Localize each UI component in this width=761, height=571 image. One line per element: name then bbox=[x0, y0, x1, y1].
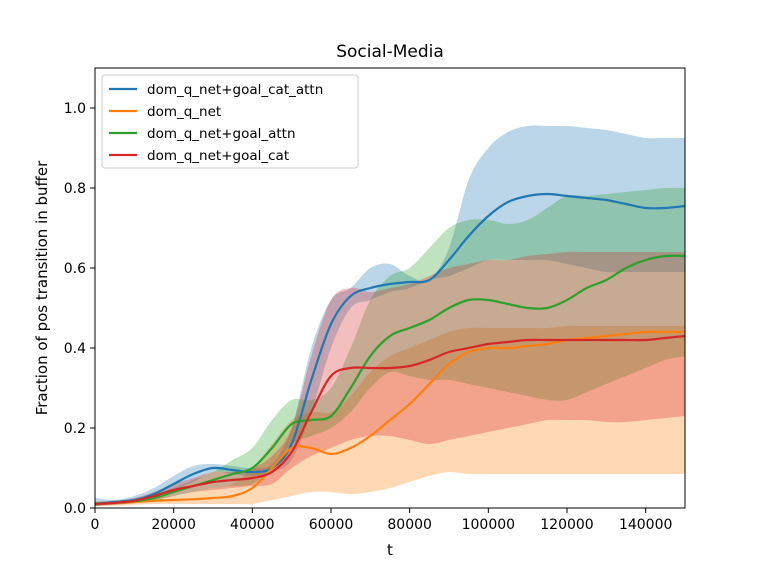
x-tick-label: 0 bbox=[91, 517, 100, 533]
legend-label: dom_q_net bbox=[147, 104, 221, 120]
x-tick-label: 100000 bbox=[462, 517, 515, 533]
band-dom-q-net-goal-cat bbox=[95, 251, 685, 506]
legend: dom_q_net+goal_cat_attn dom_q_net dom_q_ne… bbox=[101, 74, 359, 169]
band-dom-q-net bbox=[95, 325, 685, 506]
y-tick-label: 0.2 bbox=[64, 421, 86, 437]
x-tick-label: 80000 bbox=[387, 517, 432, 533]
chart-title: Social-Media bbox=[336, 42, 444, 62]
series-lines bbox=[94, 192, 686, 506]
y-axis-ticks: 0.0 0.2 0.4 0.6 0.8 1.0 bbox=[64, 101, 95, 517]
x-tick-label: 140000 bbox=[619, 517, 672, 533]
x-tick-label: 120000 bbox=[540, 517, 593, 533]
y-tick-label: 0.4 bbox=[64, 341, 86, 357]
y-tick-label: 0.8 bbox=[64, 181, 86, 197]
legend-label: dom_q_net+goal_cat bbox=[147, 148, 289, 164]
band-dom-q-net-goal-attn bbox=[95, 187, 685, 506]
legend-label: dom_q_net+goal_attn bbox=[147, 126, 296, 142]
y-axis-label: Fraction of pos transition in buffer bbox=[33, 160, 51, 415]
y-tick-label: 0.0 bbox=[64, 501, 86, 517]
x-tick-label: 20000 bbox=[151, 517, 196, 533]
x-axis-ticks: 0 20000 40000 60000 80000 100000 120000 140000 bbox=[91, 508, 672, 533]
y-tick-label: 0.6 bbox=[64, 261, 86, 277]
legend-box bbox=[101, 74, 359, 169]
plot-frame bbox=[94, 67, 686, 509]
line-dom-q-net-goal-cat bbox=[94, 334, 686, 506]
line-dom-q-net-goal-cat-attn bbox=[94, 192, 686, 506]
x-tick-label: 60000 bbox=[309, 517, 354, 533]
confidence-bands bbox=[95, 125, 685, 507]
band-dom-q-net-goal-cat-attn bbox=[95, 125, 685, 507]
line-dom-q-net bbox=[94, 330, 685, 506]
y-tick-label: 1.0 bbox=[64, 101, 86, 117]
x-axis-label: t bbox=[387, 541, 393, 559]
x-tick-label: 40000 bbox=[230, 517, 275, 533]
legend-label: dom_q_net+goal_cat_attn bbox=[147, 82, 323, 98]
